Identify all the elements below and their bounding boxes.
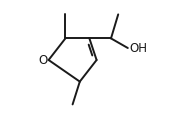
Text: O: O xyxy=(38,54,47,66)
Text: OH: OH xyxy=(129,42,147,54)
